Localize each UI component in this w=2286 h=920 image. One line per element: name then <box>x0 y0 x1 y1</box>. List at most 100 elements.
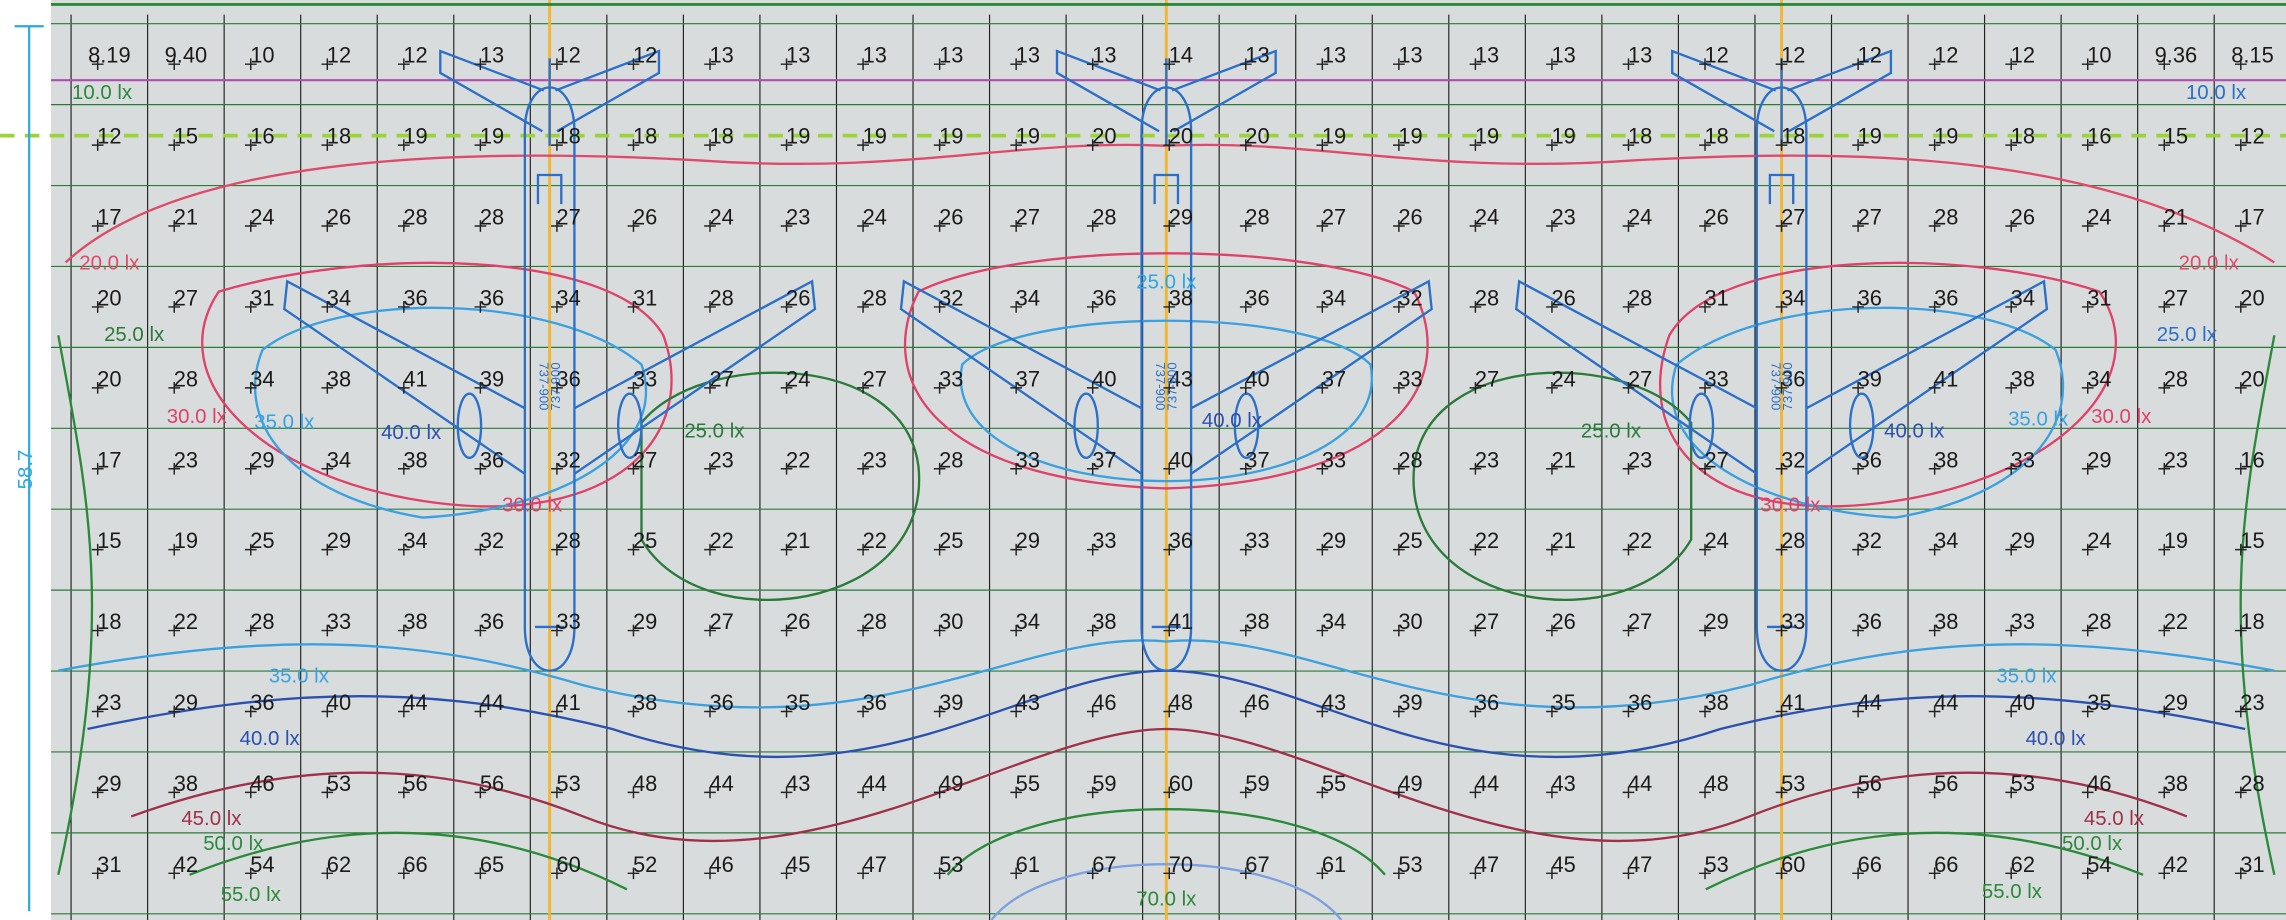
illuminance-value: 34 <box>1934 528 1958 553</box>
measure-point <box>857 58 869 71</box>
illuminance-value: 59 <box>1092 771 1116 796</box>
measure-point <box>780 139 793 151</box>
measure-point <box>168 867 181 880</box>
measure-point <box>91 58 104 71</box>
illuminance-value: 20 <box>2240 366 2264 391</box>
measure-point <box>244 786 257 799</box>
measure-point <box>2005 382 2018 394</box>
illuminance-value: 53 <box>327 771 351 796</box>
illuminance-value: 33 <box>327 609 351 634</box>
measure-point <box>1469 543 1482 556</box>
illuminance-value: 18 <box>327 124 351 149</box>
contour-label: 50.0 lx <box>2062 833 2122 855</box>
measure-point <box>2234 624 2247 637</box>
contour-label: 40.0 lx <box>1202 410 1262 432</box>
illuminance-value: 41 <box>1169 609 1193 634</box>
illuminance-value: 41 <box>1934 366 1958 391</box>
illuminance-value: 56 <box>403 771 427 796</box>
measure-point <box>1010 139 1022 151</box>
illuminance-value: 28 <box>556 528 580 553</box>
measure-point <box>1010 543 1022 556</box>
illuminance-value: 19 <box>1398 124 1422 149</box>
illuminance-value: 13 <box>1016 43 1040 68</box>
illuminance-value: 52 <box>633 852 657 877</box>
illuminance-value: 26 <box>1705 205 1729 230</box>
measure-point <box>321 543 334 556</box>
contour-label: 20.0 lx <box>2179 253 2239 275</box>
measure-point <box>1775 382 1788 394</box>
contour-label: 40.0 lx <box>240 728 300 750</box>
illuminance-value: 18 <box>710 124 734 149</box>
measure-point <box>1852 462 1864 475</box>
measure-point <box>933 867 946 880</box>
illuminance-value: 62 <box>327 852 351 877</box>
illuminance-value: 26 <box>786 285 810 310</box>
measure-point <box>1393 786 1405 799</box>
contour-30 <box>1659 261 2118 508</box>
contour-50 <box>189 808 2144 891</box>
measure-point <box>1775 543 1788 556</box>
illuminance-value: 36 <box>1475 690 1499 715</box>
illuminance-value: 28 <box>863 285 887 310</box>
measure-point <box>1010 462 1022 475</box>
measure-point <box>933 624 946 637</box>
illuminance-value: 60 <box>556 852 580 877</box>
illuminance-value: 29 <box>97 771 121 796</box>
measure-point <box>168 220 181 232</box>
illuminance-value: 66 <box>403 852 427 877</box>
contour-label: 25.0 lx <box>2157 324 2217 346</box>
illuminance-value: 34 <box>403 528 427 553</box>
illuminance-value: 48 <box>1705 771 1729 796</box>
measure-point <box>1010 382 1022 394</box>
illuminance-value: 32 <box>1398 285 1422 310</box>
illuminance-value: 30 <box>1398 609 1422 634</box>
illuminance-value: 40 <box>1169 447 1193 472</box>
measure-point <box>627 867 640 880</box>
measure-point <box>168 705 181 718</box>
measure-point <box>321 301 334 313</box>
illuminance-value: 31 <box>250 285 274 310</box>
illuminance-value: 36 <box>1858 609 1882 634</box>
measure-point <box>1010 867 1022 880</box>
measure-point <box>2005 58 2018 71</box>
measure-point <box>474 705 487 718</box>
illuminance-value: 18 <box>2240 609 2264 634</box>
illuminance-value: 27 <box>633 447 657 472</box>
measure-point <box>704 462 716 475</box>
illuminance-value: 18 <box>633 124 657 149</box>
illuminance-value: 29 <box>2087 447 2111 472</box>
measure-point <box>551 301 563 313</box>
illuminance-value: 47 <box>1475 852 1499 877</box>
illuminance-value: 26 <box>1551 609 1575 634</box>
measure-point <box>1316 624 1329 637</box>
illuminance-value: 12 <box>2240 124 2264 149</box>
measure-point <box>1316 786 1329 799</box>
illuminance-value: 65 <box>480 852 504 877</box>
measure-point <box>1699 462 1711 475</box>
measure-point <box>91 543 104 556</box>
grid <box>51 14 2286 920</box>
measure-point <box>2158 462 2171 475</box>
measure-point <box>398 867 410 880</box>
measure-point <box>1622 462 1635 475</box>
illuminance-value: 15 <box>2240 528 2264 553</box>
illuminance-value: 46 <box>710 852 734 877</box>
measure-point <box>244 867 257 880</box>
measure-point <box>1775 786 1788 799</box>
measure-point <box>933 58 946 71</box>
illuminance-value: 28 <box>863 609 887 634</box>
illuminance-value: 43 <box>1322 690 1346 715</box>
measure-point <box>1928 58 1941 71</box>
illuminance-value: 38 <box>1934 609 1958 634</box>
measure-point <box>1852 58 1864 71</box>
illuminance-value: 32 <box>1858 528 1882 553</box>
illuminance-value: 34 <box>556 285 580 310</box>
measure-point <box>1852 543 1864 556</box>
illuminance-value: 20 <box>97 366 121 391</box>
illuminance-value: 36 <box>1169 528 1193 553</box>
measure-point <box>704 624 716 637</box>
illuminance-value: 34 <box>1781 285 1805 310</box>
measure-point <box>1239 462 1252 475</box>
measure-point <box>857 624 869 637</box>
illuminance-value: 27 <box>863 366 887 391</box>
